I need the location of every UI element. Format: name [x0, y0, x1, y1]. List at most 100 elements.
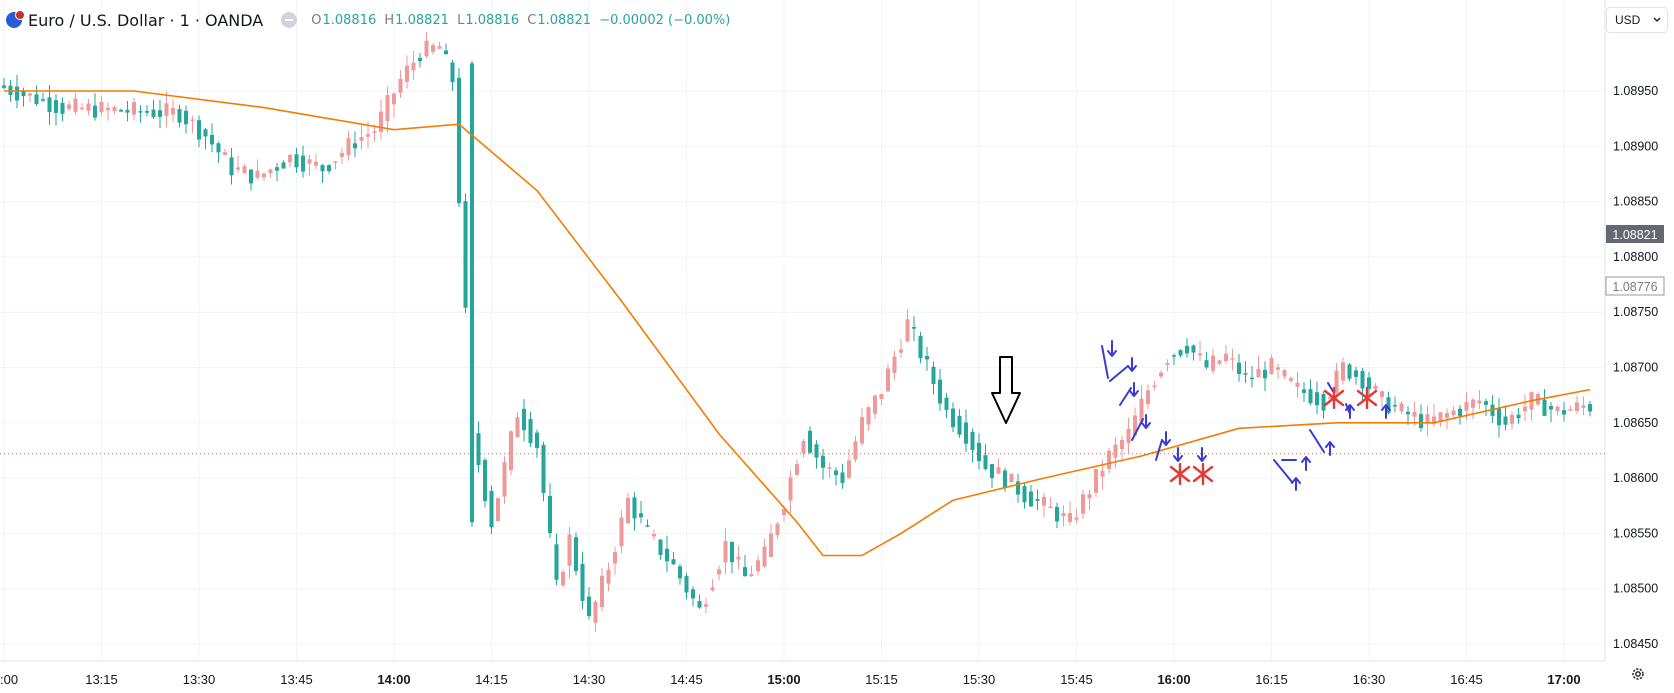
candle-body — [138, 111, 143, 113]
candle-body — [1581, 405, 1586, 408]
time-axis: :00 13:15 13:30 13:45 14:00 14:15 14:30 14:45 15… — [0, 672, 1581, 687]
candle-body — [1477, 400, 1482, 404]
candle-body — [1587, 404, 1593, 412]
candle-body — [222, 152, 228, 155]
candle-body — [690, 589, 696, 599]
blue-arrow-annotation — [1345, 404, 1355, 419]
candle-body — [677, 566, 683, 579]
candle-body — [1444, 412, 1450, 418]
candle-body — [86, 103, 91, 111]
candle-body — [1048, 506, 1053, 509]
candle-body — [1483, 401, 1489, 405]
candle-body — [885, 368, 891, 392]
candle-body — [736, 556, 741, 560]
candle-body — [664, 548, 670, 562]
candle-body — [190, 119, 195, 121]
candle-body — [105, 107, 111, 111]
candle-body — [697, 601, 702, 608]
candle-body — [346, 138, 351, 156]
candle-body — [79, 107, 85, 110]
candle-body — [1093, 469, 1099, 493]
candle-body — [560, 572, 566, 586]
candle-body — [892, 356, 897, 374]
candle-body — [1087, 494, 1092, 499]
candle-body — [1217, 360, 1222, 364]
candle-body — [1470, 399, 1476, 408]
candle-body — [1106, 450, 1112, 470]
candle-body — [1412, 412, 1417, 417]
red-cross-marker — [1169, 462, 1191, 486]
candle-body — [1041, 496, 1047, 506]
x-tick-label: 17:00 — [1547, 672, 1580, 687]
ohlc-low-label: L — [457, 12, 465, 28]
candle-body — [27, 93, 33, 96]
candle-body — [716, 569, 722, 575]
x-tick-label: 16:15 — [1255, 672, 1288, 687]
candle-body — [21, 91, 26, 97]
symbol-title[interactable]: Euro / U.S. Dollar · 1 · OANDA — [28, 10, 264, 30]
candle-body — [606, 569, 611, 584]
candle-body — [326, 165, 332, 172]
candle-body — [391, 93, 397, 105]
candle-body — [482, 460, 488, 502]
candle-body — [599, 575, 605, 608]
candle-body — [833, 470, 839, 476]
y-tick-label: 1.08650 — [1613, 416, 1658, 430]
candle-body — [352, 143, 358, 149]
candle-body — [300, 155, 306, 172]
candle-body — [313, 161, 319, 166]
candle-body — [404, 65, 410, 82]
candle-body — [1353, 370, 1359, 377]
candle-body — [593, 601, 598, 623]
candle-body — [170, 107, 176, 115]
currency-dropdown[interactable]: USD — [1606, 7, 1668, 33]
candle-body — [521, 408, 527, 431]
candle-body — [1457, 408, 1463, 417]
candle-body — [1522, 406, 1528, 412]
candle-body — [1340, 362, 1346, 381]
candle-body — [1197, 353, 1203, 356]
blue-arrow-annotation — [1273, 459, 1293, 483]
candle-body — [801, 440, 806, 454]
candle-body — [456, 77, 462, 204]
candle-body — [1425, 414, 1430, 424]
candle-body — [1282, 370, 1287, 377]
candle-body — [671, 559, 676, 565]
symbol-header: Euro / U.S. Dollar · 1 · OANDA O1.08816 … — [6, 8, 734, 32]
candle-body — [398, 78, 403, 93]
x-tick-label: 14:30 — [573, 672, 606, 687]
candle-body — [963, 422, 969, 444]
candle-body — [1145, 390, 1151, 405]
candle-body — [879, 393, 884, 399]
gear-icon[interactable] — [1630, 666, 1646, 682]
candle-body — [1418, 414, 1424, 429]
candle-body — [898, 349, 904, 353]
candle-body — [66, 104, 72, 109]
candle-body — [788, 477, 793, 501]
candle-body — [1334, 370, 1339, 393]
blue-arrow-annotation — [1325, 441, 1335, 456]
blue-arrow-annotation — [1141, 414, 1151, 429]
candle-body — [970, 431, 975, 450]
candle-body — [580, 563, 585, 602]
candle-body — [710, 587, 715, 591]
candle-body — [443, 50, 449, 55]
candle-body — [1223, 353, 1229, 362]
candle-body — [1028, 491, 1034, 507]
candle-body — [209, 134, 215, 145]
candle-body — [40, 99, 46, 101]
candle-body — [1347, 364, 1352, 379]
x-tick-label: 16:45 — [1450, 672, 1483, 687]
x-tick-label: 15:45 — [1060, 672, 1093, 687]
candle-body — [1399, 403, 1404, 412]
candle-body — [807, 430, 813, 453]
candle-body — [541, 444, 546, 494]
candle-body — [53, 100, 59, 113]
candle-body — [14, 86, 20, 101]
red-cross-marker — [1356, 386, 1378, 410]
candle-body — [157, 110, 163, 117]
minus-icon[interactable] — [281, 12, 298, 28]
candle-body — [131, 102, 137, 115]
candle-body — [73, 98, 78, 112]
